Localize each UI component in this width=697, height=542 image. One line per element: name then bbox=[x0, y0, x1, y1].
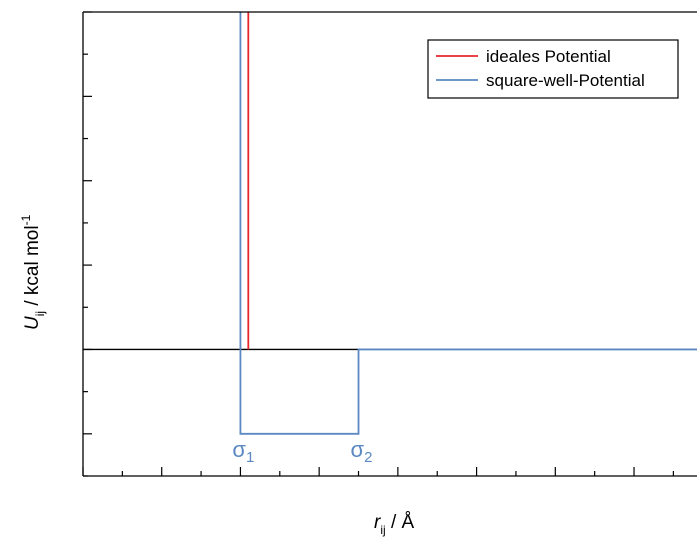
legend-box bbox=[427, 39, 679, 99]
axis-labels: σ1 σ2 rij / Å Uij / kcal mol-1 bbox=[19, 214, 415, 537]
series-line-square-well bbox=[239, 12, 697, 435]
legend-label: square-well-Potential bbox=[486, 71, 645, 90]
axes bbox=[82, 11, 697, 477]
sigma-1-label: σ1 bbox=[232, 437, 254, 466]
legend: ideales Potential square-well-Potential bbox=[427, 39, 679, 99]
plot-area bbox=[83, 12, 697, 435]
y-axis-label: Uij / kcal mol-1 bbox=[19, 214, 47, 330]
legend-label: ideales Potential bbox=[486, 47, 611, 66]
sigma-2-label: σ2 bbox=[351, 437, 373, 466]
x-axis-label: rij / Å bbox=[374, 512, 415, 537]
